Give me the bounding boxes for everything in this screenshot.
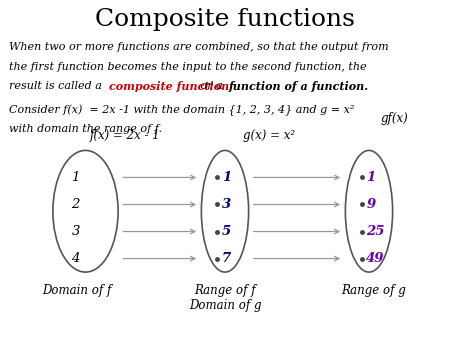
Text: 9: 9 (366, 198, 376, 211)
Text: gf(x): gf(x) (380, 112, 408, 125)
Text: f(x) = 2x - 1: f(x) = 2x - 1 (90, 129, 161, 142)
Text: 3: 3 (222, 198, 231, 211)
Text: 7: 7 (222, 252, 231, 265)
Text: 4: 4 (72, 252, 80, 265)
Text: 49: 49 (366, 252, 385, 265)
Text: Range of f
Domain of g: Range of f Domain of g (189, 284, 261, 312)
Text: the first function becomes the input to the second function, the: the first function becomes the input to … (9, 62, 367, 72)
Text: Composite functions: Composite functions (95, 8, 355, 31)
Text: 2: 2 (72, 198, 80, 211)
Text: 1: 1 (72, 171, 80, 184)
Text: Consider f(x)  = 2x -1 with the domain {1, 2, 3, 4} and g = x²: Consider f(x) = 2x -1 with the domain {1… (9, 104, 355, 116)
Text: 1: 1 (366, 171, 376, 184)
Text: g(x) = x²: g(x) = x² (243, 129, 295, 142)
Text: 5: 5 (222, 225, 231, 238)
Text: When two or more functions are combined, so that the output from: When two or more functions are combined,… (9, 42, 389, 52)
Text: with domain the range of f.: with domain the range of f. (9, 124, 162, 134)
Text: Range of g: Range of g (341, 284, 406, 297)
Text: 3: 3 (72, 225, 80, 238)
Text: function of a function.: function of a function. (229, 81, 369, 93)
Text: composite function: composite function (109, 81, 230, 93)
Text: result is called a: result is called a (9, 81, 105, 92)
Text: 25: 25 (366, 225, 385, 238)
Text: 1: 1 (222, 171, 231, 184)
Text: Domain of f: Domain of f (42, 284, 111, 297)
Text: or a: or a (197, 81, 226, 92)
